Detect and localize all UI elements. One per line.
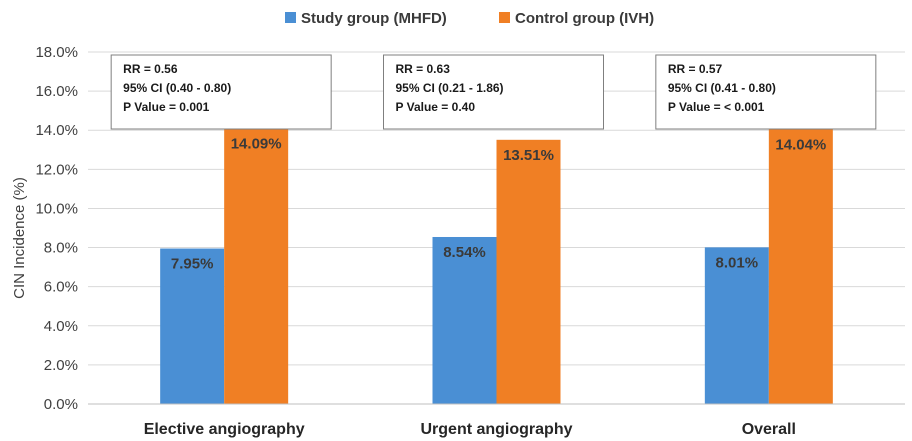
bar-study-1	[432, 236, 497, 404]
annotation-frame	[655, 54, 877, 130]
annotation-line: RR = 0.57	[668, 62, 723, 76]
data-label: 13.51%	[503, 147, 554, 164]
annotation-box: RR = 0.63 95% CI (0.21 - 1.86) P Value = 0…	[383, 54, 604, 130]
data-label: 8.54%	[443, 244, 486, 261]
y-tick-label: 8.0%	[44, 240, 78, 257]
y-tick-label: 10.0%	[35, 200, 78, 217]
legend-label: Study group (MHFD)	[301, 10, 447, 27]
data-label: 7.95%	[171, 256, 214, 273]
data-label: 14.09%	[231, 135, 282, 152]
bar-control-1	[496, 139, 561, 404]
y-tick-label: 12.0%	[35, 161, 78, 178]
bars: 7.95% 14.09% 8.54% 13.51% 8.01% 14.04%	[160, 128, 833, 404]
legend-label: Control group (IVH)	[515, 10, 654, 27]
data-label: 14.04%	[775, 136, 826, 153]
x-axis-categories: Elective angiography Urgent angiography Ov…	[144, 421, 796, 438]
y-tick-label: 18.0%	[35, 44, 78, 61]
y-axis-label: CIN Incidence (%)	[11, 177, 28, 299]
annotation-line: P Value = 0.001	[123, 100, 210, 114]
legend-swatch	[499, 12, 510, 23]
bar-study-2	[704, 247, 769, 404]
bar-control-0	[224, 128, 289, 404]
annotation-line: 95% CI (0.40 - 0.80)	[123, 81, 231, 95]
data-label: 8.01%	[716, 254, 759, 271]
x-category-label: Urgent angiography	[420, 421, 572, 438]
y-tick-label: 16.0%	[35, 83, 78, 100]
y-tick-label: 2.0%	[44, 357, 78, 374]
annotation-frame	[110, 54, 332, 130]
annotation-line: RR = 0.63	[396, 62, 451, 76]
bar-study-0	[160, 248, 225, 404]
annotation-line: RR = 0.56	[123, 62, 178, 76]
annotation-box: RR = 0.57 95% CI (0.41 - 0.80) P Value = <…	[655, 54, 877, 130]
annotation-line: 95% CI (0.21 - 1.86)	[396, 81, 504, 95]
annotation-line: P Value = < 0.001	[668, 100, 765, 114]
annotation-box: RR = 0.56 95% CI (0.40 - 0.80) P Value = 0…	[110, 54, 332, 130]
annotations: RR = 0.56 95% CI (0.40 - 0.80) P Value = 0…	[110, 54, 877, 130]
legend-swatch	[285, 12, 296, 23]
x-category-label: Overall	[742, 421, 796, 438]
annotation-frame	[383, 54, 604, 130]
y-tick-label: 0.0%	[44, 396, 78, 413]
y-tick-label: 4.0%	[44, 318, 78, 335]
y-tick-label: 6.0%	[44, 279, 78, 296]
annotation-line: P Value = 0.40	[396, 100, 476, 114]
y-tick-label: 14.0%	[35, 122, 78, 139]
legend: Study group (MHFD) Control group (IVH)	[285, 10, 654, 27]
x-category-label: Elective angiography	[144, 421, 305, 438]
y-axis-ticks: 0.0% 2.0% 4.0% 6.0% 8.0% 10.0% 12.0% 14.0% 16.0%…	[35, 44, 78, 413]
annotation-line: 95% CI (0.41 - 0.80)	[668, 81, 776, 95]
bar-control-2	[768, 129, 833, 404]
